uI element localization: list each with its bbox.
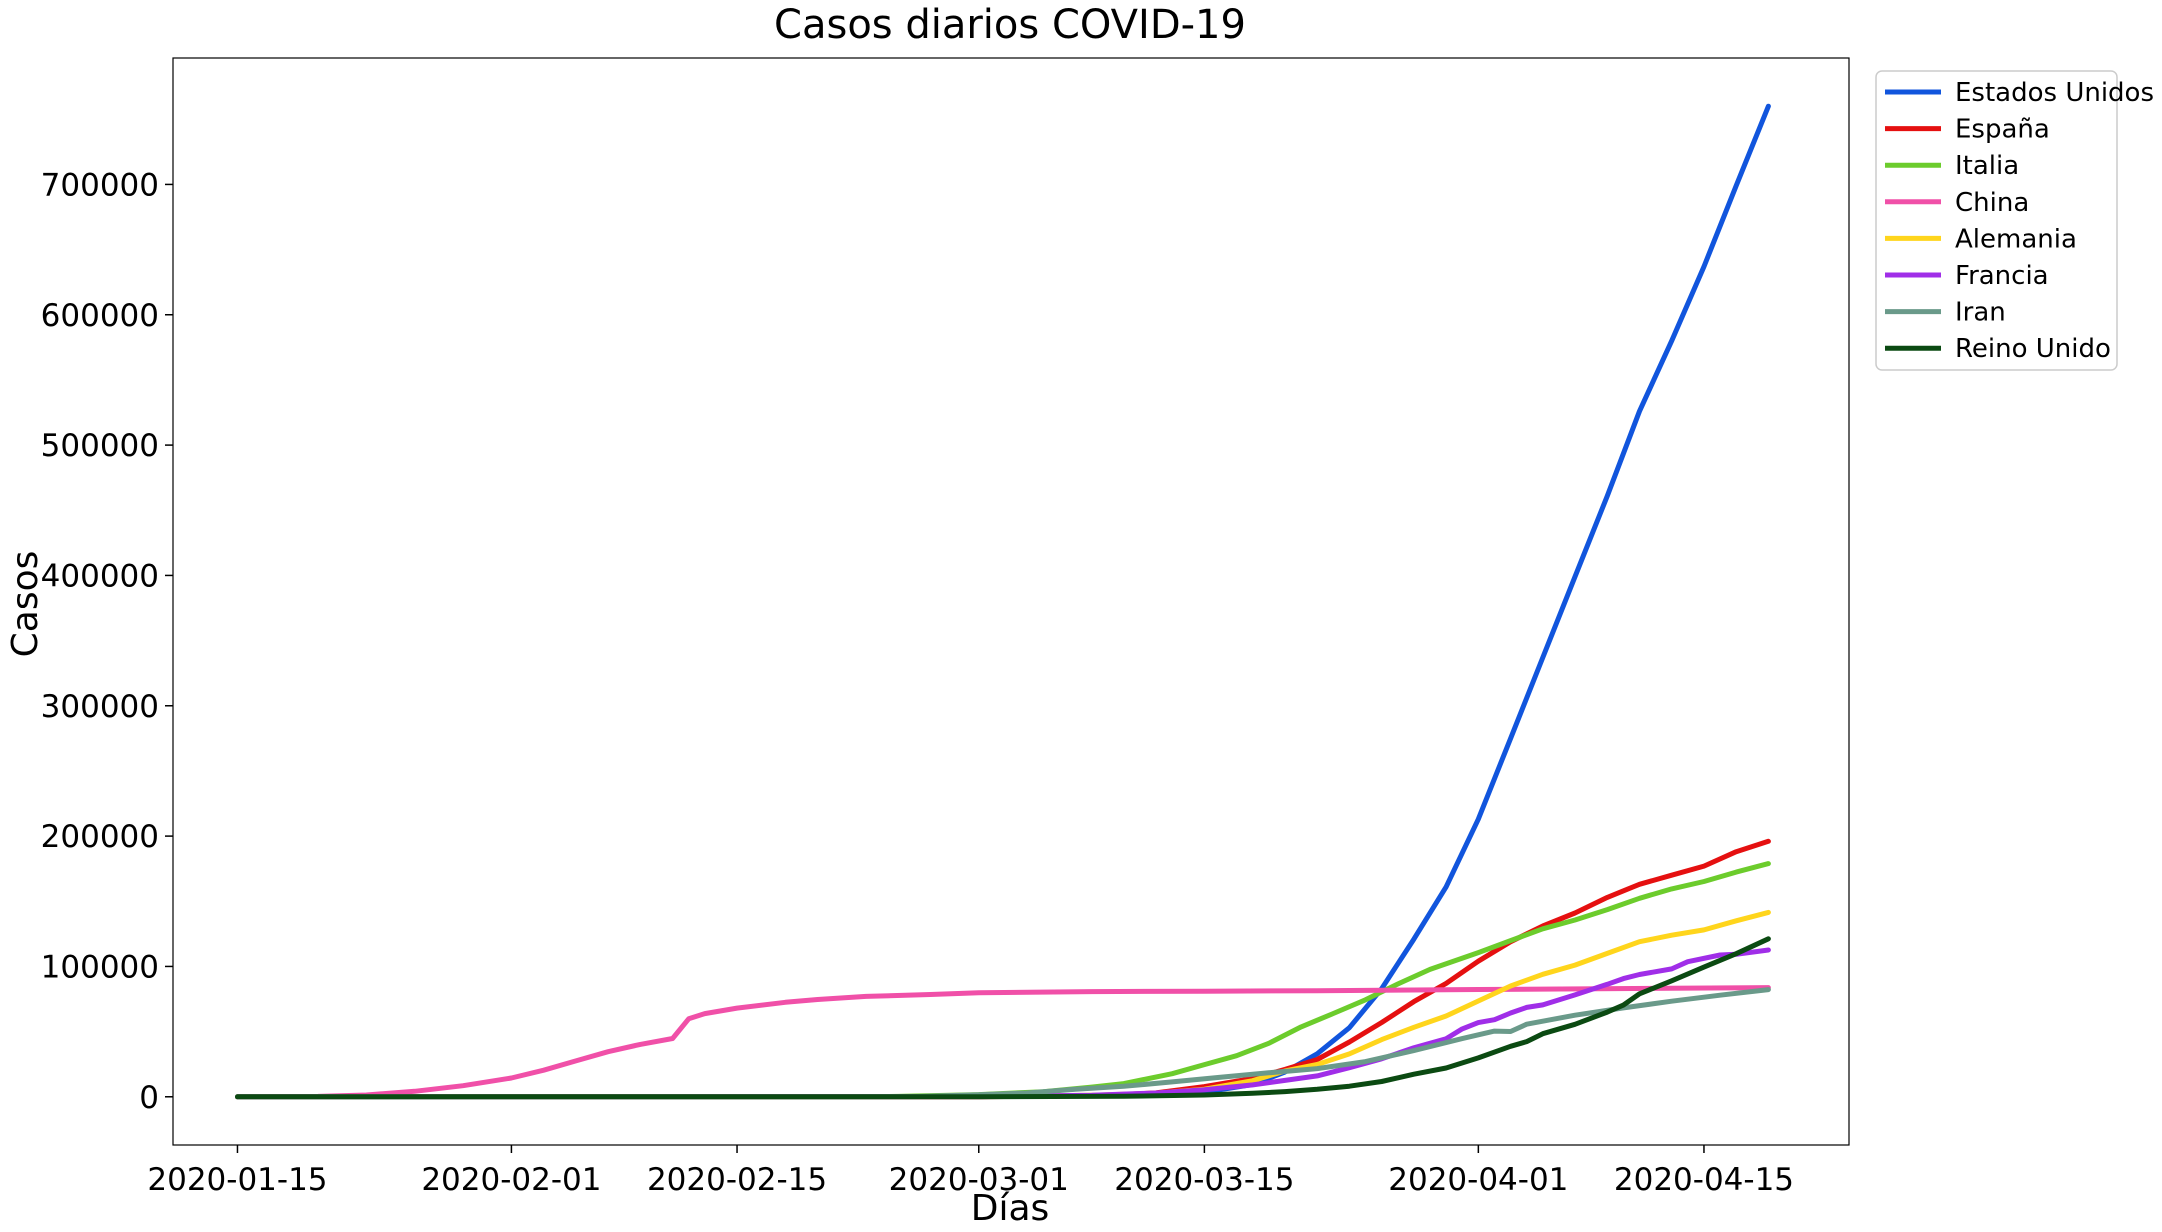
- x-axis: 2020-01-15 2020-02-01 2020-02-15 2020-03-01…: [147, 1145, 1794, 1198]
- series-line-china: [235, 985, 1771, 1100]
- legend-label: Iran: [1955, 298, 2006, 328]
- y-tick-label: 500000: [41, 428, 159, 464]
- x-tick-label: 2020-04-15: [1614, 1162, 1794, 1198]
- x-tick-label: 2020-01-15: [147, 1162, 327, 1198]
- legend-label: España: [1955, 115, 2050, 145]
- legend-label: Alemania: [1955, 224, 2077, 254]
- legend-label: Italia: [1955, 151, 2019, 181]
- series-line-reino-unido: [235, 936, 1771, 1100]
- series-line-francia: [235, 947, 1771, 1100]
- legend-label: Francia: [1955, 261, 2049, 291]
- x-axis-label: Días: [971, 1188, 1050, 1229]
- x-tick-label: 2020-04-01: [1388, 1162, 1568, 1198]
- legend-frame: [1875, 70, 2118, 371]
- plot-area: [172, 57, 1850, 1146]
- x-tick-label: 2020-02-15: [647, 1162, 827, 1198]
- y-tick-label: 100000: [41, 949, 159, 985]
- y-tick-label: 300000: [41, 689, 159, 725]
- legend-label: China: [1955, 188, 2029, 218]
- chart-title: Casos diarios COVID-19: [774, 2, 1246, 48]
- y-tick-label: 700000: [41, 167, 159, 203]
- legend: Estados Unidos España Italia China Alemania F…: [1875, 70, 2154, 371]
- x-tick-label: 2020-02-01: [421, 1162, 601, 1198]
- x-tick-label: 2020-03-01: [889, 1162, 1069, 1198]
- series-lines: [235, 103, 1771, 1100]
- legend-label: Estados Unidos: [1955, 78, 2154, 108]
- x-tick-label: 2020-03-15: [1114, 1162, 1294, 1198]
- y-tick-label: 400000: [41, 558, 159, 594]
- y-axis-label: Casos: [5, 551, 46, 658]
- series-line-iran: [235, 987, 1771, 1100]
- y-tick-label: 600000: [41, 298, 159, 334]
- legend-label: Reino Unido: [1955, 334, 2111, 364]
- y-axis: 0 100000 200000 300000 400000 500000 600000 700…: [41, 167, 173, 1116]
- y-tick-label: 0: [139, 1080, 159, 1116]
- y-tick-label: 200000: [41, 819, 159, 855]
